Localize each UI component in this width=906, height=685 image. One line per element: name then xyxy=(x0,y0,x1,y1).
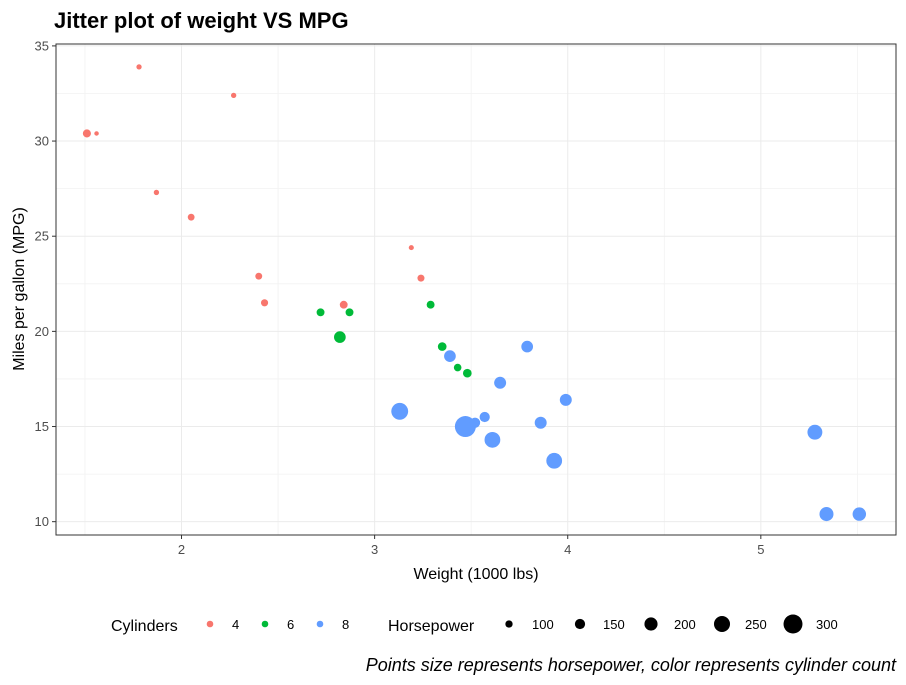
legend-horsepower-title: Horsepower xyxy=(388,618,475,635)
legend-color-label: 8 xyxy=(342,617,349,632)
legend-color-label: 4 xyxy=(232,617,239,632)
x-axis-title: Weight (1000 lbs) xyxy=(413,566,538,583)
data-points xyxy=(82,64,867,522)
data-point-cyl-6 xyxy=(316,308,325,317)
legend-cylinders-entries: 4 6 8 xyxy=(206,617,349,632)
data-point-cyl-4 xyxy=(82,129,91,138)
data-point-cyl-4 xyxy=(94,131,99,136)
plot-panel xyxy=(55,43,897,536)
legend-size-key-200 xyxy=(644,617,658,631)
x-tick-label: 4 xyxy=(564,542,571,557)
data-point-cyl-8 xyxy=(479,411,490,423)
grid-lines xyxy=(56,44,896,535)
data-point-cyl-6 xyxy=(462,368,472,378)
data-point-cyl-6 xyxy=(437,342,447,351)
data-point-cyl-6 xyxy=(426,300,435,309)
data-point-cyl-8 xyxy=(559,393,572,406)
legend-size-key-150 xyxy=(574,618,586,630)
legend-horsepower-entries: 100 150 200 250 300 xyxy=(505,614,838,634)
data-point-cyl-6 xyxy=(345,308,354,317)
legend-color-key-6 xyxy=(261,620,269,628)
legend-color-key-8 xyxy=(316,620,324,628)
legend-size-label: 150 xyxy=(603,617,625,632)
panel-background xyxy=(56,44,896,535)
y-axis-title: Miles per gallon (MPG) xyxy=(11,207,28,371)
legend-size-key-250 xyxy=(713,615,731,633)
data-point-cyl-8 xyxy=(444,350,456,362)
data-point-cyl-8 xyxy=(819,507,834,522)
chart-caption: Points size represents horsepower, color… xyxy=(366,655,897,675)
data-point-cyl-4 xyxy=(153,189,160,196)
data-point-cyl-8 xyxy=(391,402,409,420)
legend-color-label: 6 xyxy=(287,617,294,632)
legend-cylinders-title: Cylinders xyxy=(111,618,178,635)
y-axis-ticks: 10 15 20 25 30 35 xyxy=(35,38,56,529)
y-tick-label: 20 xyxy=(35,324,49,339)
legend-size-key-300 xyxy=(783,614,803,634)
data-point-cyl-4 xyxy=(255,272,263,280)
data-point-cyl-4 xyxy=(136,64,142,70)
chart-title: Jitter plot of weight VS MPG xyxy=(54,8,349,33)
data-point-cyl-8 xyxy=(546,452,563,469)
y-tick-label: 25 xyxy=(35,229,49,244)
legend: Cylinders 4 6 8 Horsepower 100 150 200 250 300 xyxy=(111,614,838,635)
data-point-cyl-4 xyxy=(408,245,414,251)
panel-border xyxy=(55,43,897,536)
y-tick-label: 15 xyxy=(35,419,49,434)
legend-size-key-100 xyxy=(505,620,513,628)
data-point-cyl-4 xyxy=(339,300,348,309)
data-point-cyl-4 xyxy=(417,274,425,282)
data-point-cyl-8 xyxy=(484,431,501,448)
x-axis-ticks: 2 3 4 5 xyxy=(178,535,764,557)
x-tick-label: 2 xyxy=(178,542,185,557)
y-tick-label: 35 xyxy=(35,38,49,53)
x-tick-label: 3 xyxy=(371,542,378,557)
data-point-cyl-8 xyxy=(521,340,534,353)
legend-size-label: 200 xyxy=(674,617,696,632)
x-tick-label: 5 xyxy=(757,542,764,557)
legend-size-label: 250 xyxy=(745,617,767,632)
data-point-cyl-6 xyxy=(453,363,462,372)
data-point-cyl-8 xyxy=(807,424,823,440)
legend-size-label: 300 xyxy=(816,617,838,632)
data-point-cyl-6 xyxy=(334,331,346,343)
legend-size-label: 100 xyxy=(532,617,554,632)
data-point-cyl-4 xyxy=(187,213,195,221)
data-point-cyl-4 xyxy=(260,299,269,307)
data-point-cyl-4 xyxy=(230,92,237,99)
legend-color-key-4 xyxy=(206,620,214,628)
data-point-cyl-8 xyxy=(534,416,547,429)
y-tick-label: 10 xyxy=(35,514,49,529)
y-tick-label: 30 xyxy=(35,134,49,149)
data-point-cyl-8 xyxy=(852,507,867,521)
data-point-cyl-8 xyxy=(469,417,481,428)
data-point-cyl-8 xyxy=(494,376,507,389)
